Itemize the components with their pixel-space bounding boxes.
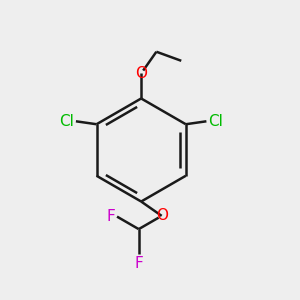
Text: F: F [134, 256, 143, 271]
Text: O: O [156, 208, 168, 224]
Text: F: F [107, 209, 116, 224]
Text: Cl: Cl [208, 114, 223, 129]
Text: Cl: Cl [60, 114, 74, 129]
Text: O: O [135, 66, 147, 81]
